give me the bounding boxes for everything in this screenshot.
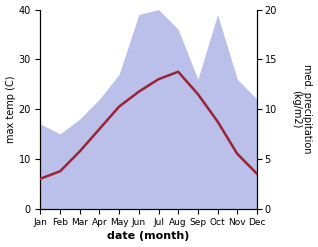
Y-axis label: max temp (C): max temp (C) [5, 75, 16, 143]
Y-axis label: med. precipitation
(kg/m2): med. precipitation (kg/m2) [291, 64, 313, 154]
X-axis label: date (month): date (month) [107, 231, 190, 242]
